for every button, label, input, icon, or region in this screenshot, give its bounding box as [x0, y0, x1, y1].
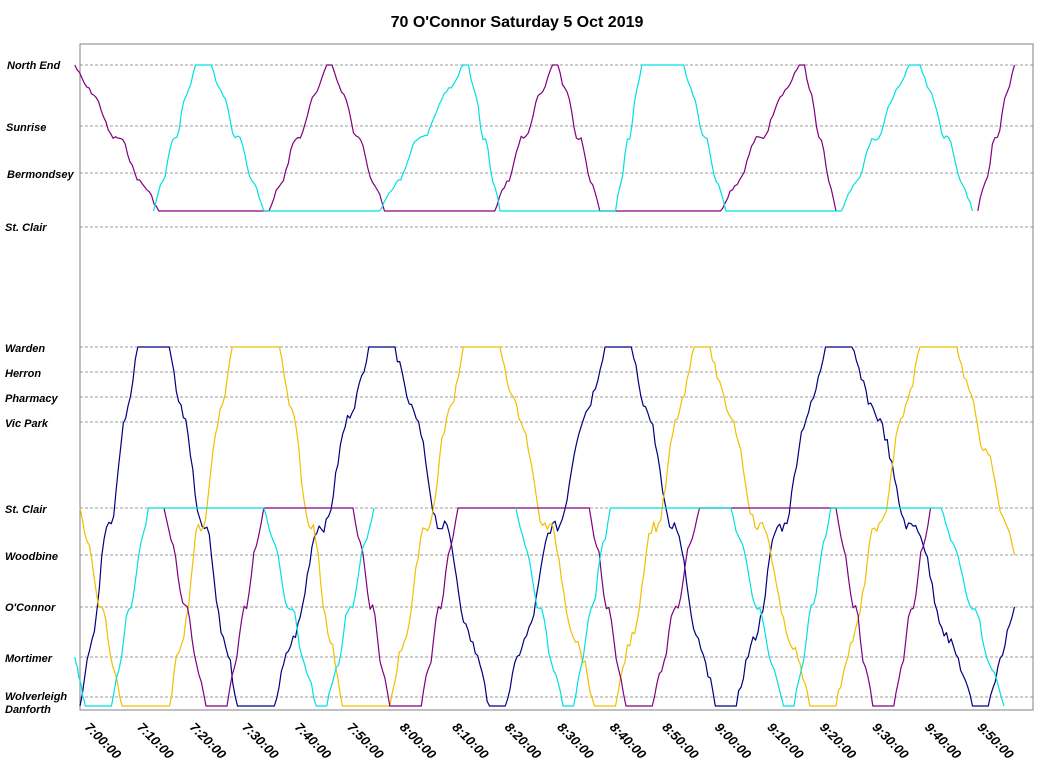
x-tick-label: 9:20:00 [817, 720, 860, 763]
x-tick-label: 9:00:00 [712, 720, 755, 763]
gridlines [80, 64, 1033, 698]
x-tick-label: 8:30:00 [554, 720, 597, 763]
stop-label-south-woodbine: Woodbine [5, 551, 58, 563]
x-tick-label: 8:40:00 [607, 720, 650, 763]
stop-label-north-north-end: North End [7, 60, 60, 72]
x-tick-label: 9:50:00 [974, 720, 1017, 763]
stop-label-south-pharmacy: Pharmacy [5, 393, 58, 405]
series-south-5 [74, 507, 1005, 707]
stop-label-south-o-connor: O'Connor [5, 602, 56, 614]
chart-title: 70 O'Connor Saturday 5 Oct 2019 [391, 14, 644, 31]
x-tick-label: 7:10:00 [134, 720, 177, 763]
stop-label-south-vic-park: Vic Park [5, 418, 49, 430]
stop-label-south-st-clair: St. Clair [5, 504, 47, 516]
stop-label-north-st-clair: St. Clair [5, 222, 47, 234]
x-tick-label: 8:10:00 [449, 720, 492, 763]
stop-label-north-bermondsey: Bermondsey [7, 169, 75, 181]
x-tick-label: 7:00:00 [82, 720, 125, 763]
series-north-1 [152, 64, 974, 212]
series-north-0 [74, 64, 1016, 212]
stop-label-north-sunrise: Sunrise [6, 122, 46, 134]
stop-label-south-warden: Warden [5, 343, 45, 355]
stop-label-south-wolverleigh: Wolverleigh [5, 691, 67, 703]
x-tick-label: 8:50:00 [659, 720, 702, 763]
x-tick-label: 8:20:00 [502, 720, 545, 763]
x-tick-label: 7:50:00 [344, 720, 387, 763]
stop-label-south-herron: Herron [5, 368, 41, 380]
plot-frame [79, 43, 1034, 711]
stop-label-south-danforth: Danforth [5, 704, 51, 716]
x-tick-label: 9:30:00 [869, 720, 912, 763]
stop-label-south-mortimer: Mortimer [5, 653, 53, 665]
x-tick-label: 8:00:00 [397, 720, 440, 763]
x-tick-label: 7:20:00 [187, 720, 230, 763]
series-south-3 [79, 346, 1016, 707]
series-south-4 [163, 507, 932, 707]
stop-labels: North End Sunrise Bermondsey St. Clair Warde… [5, 60, 75, 716]
series-south-2 [79, 346, 1016, 707]
x-tick-label: 7:40:00 [292, 720, 335, 763]
x-tick-label: 7:30:00 [239, 720, 282, 763]
x-tick-label: 9:10:00 [764, 720, 807, 763]
trip-lines [74, 64, 1016, 707]
time-axis-labels: 7:00:00 7:10:00 7:20:00 7:30:00 7:40:00 7:50:… [82, 720, 1017, 763]
x-tick-label: 9:40:00 [922, 720, 965, 763]
